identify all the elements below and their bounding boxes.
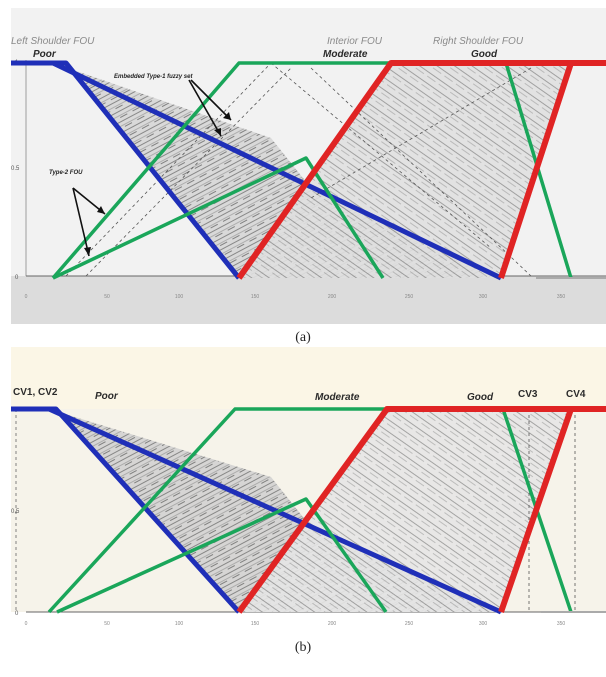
x-tick-label: 350 — [557, 621, 566, 627]
good-label: Good — [467, 392, 494, 403]
x-tick-label: 200 — [328, 621, 337, 627]
x-tick-labels: 0 50 100 150 200 250 300 350 — [25, 294, 566, 300]
good-fou-region — [239, 63, 571, 278]
x-tick-label: 350 — [557, 294, 566, 300]
arrowhead — [84, 247, 91, 256]
y-tick-label: 0 — [15, 275, 19, 281]
poor-lower-mf — [11, 406, 503, 615]
embedded-type1-sets — [65, 62, 532, 277]
x-tick-label: 50 — [104, 621, 110, 627]
poor-lower-mf — [11, 60, 503, 281]
left-shoulder-fou-label: Left Shoulder FOU — [11, 36, 95, 47]
good-upper-mf — [236, 406, 606, 614]
x-axis-band — [11, 276, 606, 324]
x-tick-label: 250 — [405, 294, 414, 300]
moderate-label: Moderate — [323, 49, 368, 60]
x-axis-band — [11, 612, 606, 630]
y-tick-label: 0 — [15, 611, 19, 617]
x-tick-label: 150 — [251, 621, 260, 627]
x-tick-label: 150 — [251, 294, 260, 300]
label-band — [11, 347, 606, 409]
moderate-lower-mf — [56, 497, 388, 614]
fuzzy-fou-plot-a: 1 0.5 0 0 50 100 150 200 250 300 350 — [11, 36, 606, 324]
y-tick-label: 0.5 — [11, 166, 20, 172]
arrowhead — [223, 112, 231, 120]
arrowhead — [214, 128, 221, 136]
good-upper-mf — [236, 60, 606, 280]
embedded-arrows — [188, 79, 232, 137]
figure-panel-a: 1 0.5 0 0 50 100 150 200 250 300 350 — [11, 8, 606, 324]
right-shoulder-fou-label: Right Shoulder FOU — [433, 36, 524, 47]
interior-fou-label: Interior FOU — [327, 36, 383, 47]
poor-label: Poor — [95, 391, 119, 402]
cv4-label: CV4 — [566, 389, 586, 400]
x-tick-label: 0 — [25, 621, 28, 627]
good-lower-mf — [498, 60, 606, 279]
moderate-label: Moderate — [315, 392, 360, 403]
cv1-cv2-label: CV1, CV2 — [13, 387, 58, 398]
good-fou-region — [239, 409, 571, 612]
x-tick-label: 300 — [479, 294, 488, 300]
moderate-lower-mf — [52, 156, 385, 280]
x-tick-label: 0 — [25, 294, 28, 300]
type2-fou-annotation: Type-2 FOU — [49, 170, 83, 176]
y-tick-label: 0.5 — [11, 509, 20, 515]
good-lower-mf — [498, 406, 606, 613]
x-tick-label: 50 — [104, 294, 110, 300]
poor-label: Poor — [33, 49, 57, 60]
caption-b: (b) — [294, 640, 312, 655]
x-tick-label: 300 — [479, 621, 488, 627]
embedded-type1-annotation: Embedded Type-1 fuzzy set — [114, 74, 193, 80]
figure-panel-b: 1 0.5 0 0 50 100 150 200 250 300 350 CV1… — [11, 347, 606, 630]
arrowhead — [97, 206, 105, 214]
fuzzy-fou-plot-b: 1 0.5 0 0 50 100 150 200 250 300 350 CV1… — [11, 347, 606, 630]
x-tick-labels: 0 50 100 150 200 250 300 350 — [25, 621, 566, 627]
cv3-label: CV3 — [518, 389, 538, 400]
caption-a: (a) — [295, 330, 311, 345]
x-tick-label: 200 — [328, 294, 337, 300]
x-tick-label: 100 — [175, 621, 184, 627]
x-tick-label: 250 — [405, 621, 414, 627]
x-tick-label: 100 — [175, 294, 184, 300]
good-label: Good — [471, 49, 498, 60]
